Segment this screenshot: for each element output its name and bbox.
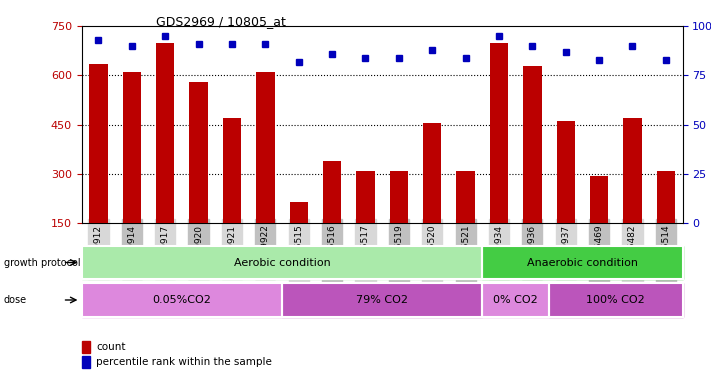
Bar (123, 72, 141, 223)
Bar (256, 72, 274, 223)
Bar (90, 64, 107, 223)
Bar (624, 118, 641, 223)
Text: 79% CO2: 79% CO2 (356, 295, 408, 305)
Bar (456, 171, 475, 223)
Bar (490, 43, 508, 223)
Bar (223, 118, 241, 223)
Bar (523, 66, 542, 223)
Text: percentile rank within the sample: percentile rank within the sample (96, 357, 272, 367)
Bar (423, 123, 442, 223)
Bar (323, 161, 341, 223)
Text: growth protocol: growth protocol (4, 258, 80, 267)
Bar (156, 43, 174, 223)
Bar (189, 82, 208, 223)
Text: 100% CO2: 100% CO2 (587, 295, 645, 305)
Bar (289, 202, 308, 223)
Text: count: count (96, 342, 125, 352)
Text: GDS2969 / 10805_at: GDS2969 / 10805_at (156, 15, 287, 28)
Text: Aerobic condition: Aerobic condition (234, 258, 331, 267)
Bar (356, 171, 375, 223)
Bar (557, 122, 575, 223)
Text: Anaerobic condition: Anaerobic condition (527, 258, 638, 267)
Bar (390, 171, 408, 223)
Text: 0.05%CO2: 0.05%CO2 (152, 295, 211, 305)
Bar (590, 176, 609, 223)
Bar (657, 171, 675, 223)
Text: 0% CO2: 0% CO2 (493, 295, 538, 305)
Text: dose: dose (4, 295, 27, 305)
